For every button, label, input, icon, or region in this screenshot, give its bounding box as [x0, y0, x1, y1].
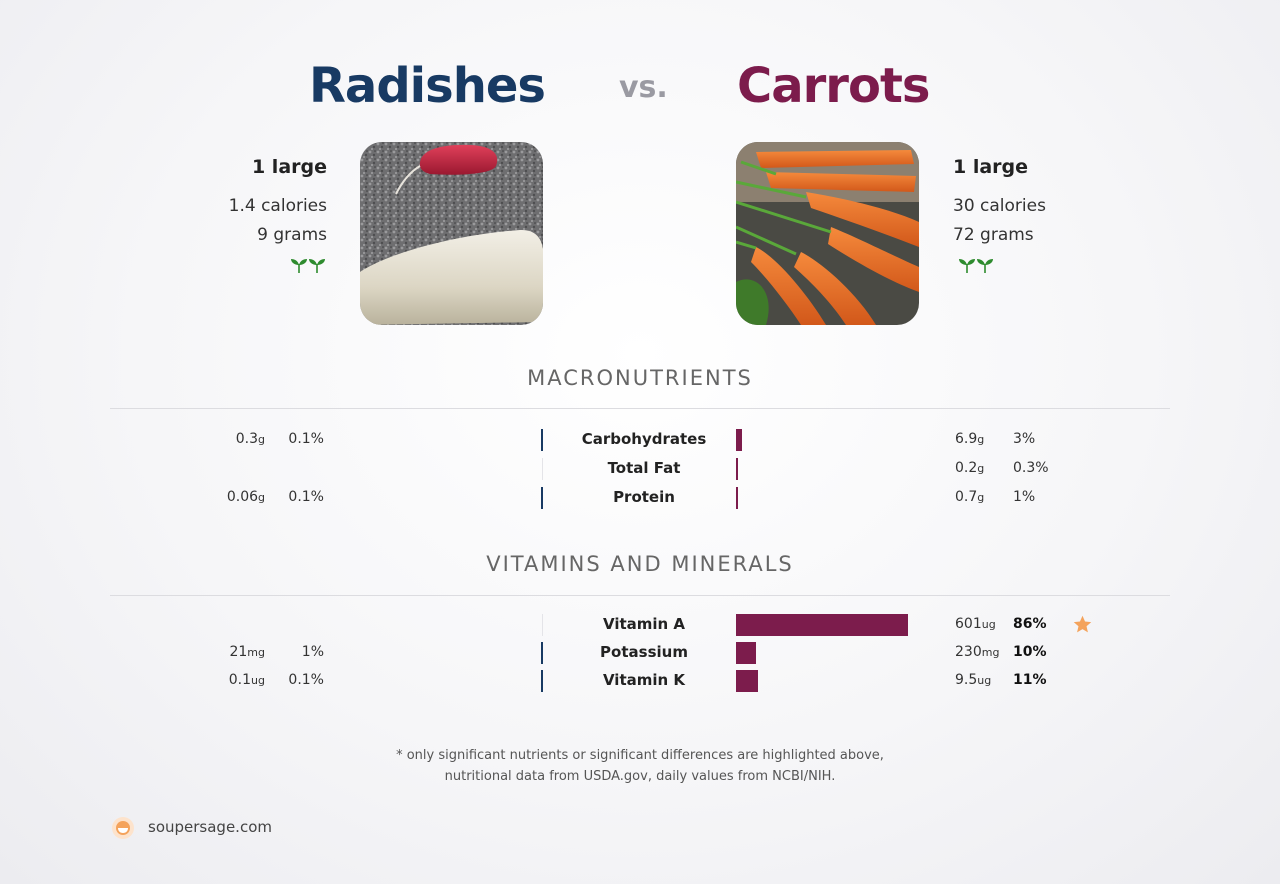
footnote-line-1: * only significant nutrients or signific…: [396, 748, 884, 763]
right-bar-potassium: [736, 642, 756, 664]
left-value-unit: ug: [251, 674, 265, 687]
left-bar-potassium: [541, 642, 543, 664]
left-pct-protein: 0.1%: [288, 489, 324, 505]
right-value-total-fat: 0.2g: [955, 460, 984, 476]
left-bar-protein: [541, 487, 543, 509]
left-calories: 1.4 calories: [228, 196, 327, 216]
right-value-unit: mg: [981, 646, 1000, 659]
left-value-number: 21: [229, 644, 248, 660]
vitamins-heading: VITAMINS AND MINERALS: [486, 552, 794, 576]
left-grams: 9 grams: [257, 225, 327, 245]
left-value-protein: 0.06g: [227, 489, 265, 505]
footnote: * only significant nutrients or signific…: [0, 745, 1280, 787]
brand-link[interactable]: soupersage.com: [148, 818, 272, 836]
right-value-number: 0.7: [955, 489, 978, 505]
right-pct-total-fat: 0.3%: [1013, 460, 1049, 476]
nutrient-name-vitamin-k: Vitamin K: [602, 671, 686, 689]
left-serving: 1 large: [251, 156, 327, 178]
left-pct-vitamin-k: 0.1%: [288, 672, 324, 688]
left-bar-vitamin-k: [541, 670, 543, 692]
left-value-unit: g: [258, 491, 265, 504]
right-pct-potassium: 10%: [1013, 644, 1047, 660]
macronutrients-heading: MACRONUTRIENTS: [527, 366, 753, 390]
right-value-potassium: 230mg: [955, 644, 999, 660]
left-value-number: 0.3: [235, 431, 259, 447]
right-value-unit: g: [977, 491, 985, 504]
right-value-vitamin-a: 601ug: [955, 616, 996, 632]
right-food-title: Carrots: [737, 58, 930, 114]
nutrient-name-total-fat: Total Fat: [607, 459, 681, 477]
vs-label: vs.: [619, 70, 668, 105]
right-grams: 72 grams: [953, 225, 1034, 245]
nutrient-name-carbohydrates: Carbohydrates: [581, 430, 707, 448]
star-icon: [1072, 614, 1093, 639]
left-value-number: 0.1: [228, 672, 252, 688]
footnote-line-2: nutritional data from USDA.gov, daily va…: [444, 769, 836, 784]
left-bar-vitamin-a: [542, 614, 543, 636]
right-value-unit: g: [977, 433, 985, 446]
left-food-title: Radishes: [308, 58, 546, 114]
right-pct-vitamin-k: 11%: [1013, 672, 1047, 688]
right-pct-protein: 1%: [1013, 489, 1036, 505]
right-value-vitamin-k: 9.5ug: [955, 672, 991, 688]
right-sprout-icon: [958, 256, 996, 278]
right-value-unit: ug: [977, 674, 992, 687]
nutrient-name-potassium: Potassium: [600, 643, 688, 661]
right-bar-carbohydrates: [736, 429, 742, 451]
right-value-number: 9.5: [955, 672, 978, 688]
left-value-number: 0.06: [226, 489, 259, 505]
nutrient-name-vitamin-a: Vitamin A: [602, 615, 686, 633]
right-value-number: 0.2: [955, 460, 978, 476]
left-value-unit: g: [258, 433, 265, 446]
left-bar-carbohydrates: [541, 429, 543, 451]
right-bar-vitamin-k: [736, 670, 758, 692]
left-value-unit: mg: [247, 646, 265, 659]
left-pct-carbohydrates: 0.1%: [288, 431, 324, 447]
left-pct-potassium: 1%: [301, 644, 324, 660]
radish-photo: [360, 142, 543, 325]
right-value-number: 601: [955, 616, 982, 632]
right-bar-vitamin-a: [736, 614, 908, 636]
left-bar-total-fat: [542, 458, 543, 480]
left-value-potassium: 21mg: [229, 644, 265, 660]
right-bar-total-fat: [736, 458, 738, 480]
left-value-carbohydrates: 0.3g: [236, 431, 265, 447]
left-value-vitamin-k: 0.1ug: [229, 672, 265, 688]
soupersage-logo-icon: [111, 816, 135, 844]
right-value-number: 6.9: [955, 431, 978, 447]
right-pct-carbohydrates: 3%: [1013, 431, 1036, 447]
right-value-unit: ug: [981, 618, 996, 631]
right-calories: 30 calories: [953, 196, 1046, 216]
left-sprout-icon: [290, 256, 328, 278]
right-bar-protein: [736, 487, 738, 509]
right-value-unit: g: [977, 462, 985, 475]
right-serving: 1 large: [953, 156, 1029, 178]
carrot-photo: [736, 142, 919, 325]
right-value-protein: 0.7g: [955, 489, 984, 505]
nutrient-name-protein: Protein: [613, 488, 675, 506]
right-value-number: 230: [955, 644, 982, 660]
right-pct-vitamin-a: 86%: [1013, 616, 1047, 632]
right-value-carbohydrates: 6.9g: [955, 431, 984, 447]
vitamins-divider: [110, 595, 1170, 596]
macronutrients-divider: [110, 408, 1170, 409]
